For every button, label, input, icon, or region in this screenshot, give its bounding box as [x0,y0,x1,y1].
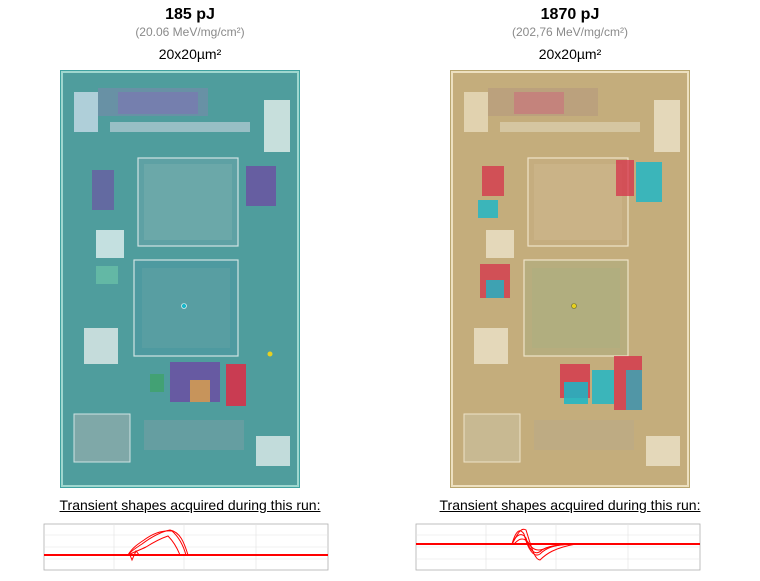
let-subtitle: (20.06 MeV/mg/cm²) [135,25,245,39]
energy-title: 185 pJ [165,6,215,23]
energy-title: 1870 pJ [540,6,600,23]
transient-plot [406,520,706,578]
chip-laser-map [450,70,690,488]
chip-laser-map [60,70,300,488]
transient-caption: Transient shapes acquired during this ru… [439,497,701,513]
transient-caption: Transient shapes acquired during this ru… [59,497,321,513]
right-panel: 1870 pJ (202,76 MeV/mg/cm²) 20x20µm² [380,0,760,581]
left-panel: 185 pJ (20.06 MeV/mg/cm²) 20x20µm² [34,6,334,578]
transient-plot [34,520,334,578]
spot-size-label: 20x20µm² [158,46,222,62]
spot-size-label: 20x20µm² [538,46,602,62]
let-subtitle: (202,76 MeV/mg/cm²) [511,25,629,39]
